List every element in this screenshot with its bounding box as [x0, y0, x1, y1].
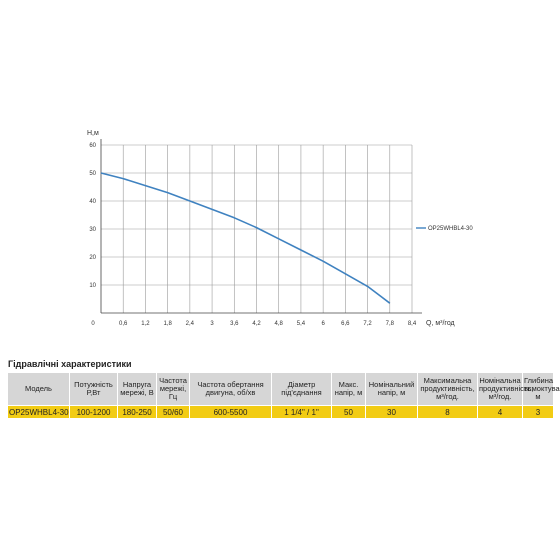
- y-tick-label: 30: [89, 227, 96, 233]
- y-tick-label: 50: [89, 171, 96, 177]
- table-cell: 600-5500: [189, 405, 272, 419]
- pump-curve-chart: 0,6 1,2 1,8 2,4 3 3,6 4,2 4,8 5,4 6 6,6 7,2 7,8 8,4 1…: [87, 130, 473, 327]
- table-header-cell: Модель: [7, 372, 70, 406]
- table-header-cell: Глибина всмоктування, м: [522, 372, 560, 406]
- table-cell: OP25WHBL4-30: [7, 405, 70, 419]
- table-body: OP25WHBL4-30 100-1200 180-250 50/60 600-5500…: [7, 405, 554, 419]
- chart-axes: [100, 139, 422, 314]
- x-tick-label: 7,8: [386, 321, 395, 327]
- table-cell: 100-1200: [69, 405, 118, 419]
- x-tick-label: 6: [321, 321, 325, 327]
- table-header-cell: Частота обертання двигуна, об/хв: [189, 372, 272, 406]
- y-tick-labels: 10 20 30 40 50 60: [89, 143, 96, 289]
- legend: OP25WHBL4-30: [416, 226, 473, 232]
- x-tick-label: 0,6: [119, 321, 128, 327]
- y-tick-label: 60: [89, 143, 96, 149]
- x-tick-label: 4,2: [252, 321, 261, 327]
- x-tick-label: 1,2: [141, 321, 150, 327]
- y-tick-label: 20: [89, 255, 96, 261]
- x-tick-label: 1,8: [163, 321, 172, 327]
- table-cell: 180-250: [117, 405, 157, 419]
- x-tick-labels: 0,6 1,2 1,8 2,4 3 3,6 4,2 4,8 5,4 6 6,6 7,2 7,8 8,4: [119, 321, 417, 327]
- x-tick-label: 8,4: [408, 321, 417, 327]
- x-tick-label: 2,4: [186, 321, 195, 327]
- table-cell: 1 1/4" / 1": [271, 405, 332, 419]
- table-header-cell: Номінальний напір, м: [365, 372, 418, 406]
- legend-entry: OP25WHBL4-30: [428, 226, 473, 232]
- origin-tick-label: 0: [91, 321, 95, 327]
- series-line: [100, 172, 391, 304]
- table-cell: 8: [417, 405, 478, 419]
- x-tick-label: 3,6: [230, 321, 239, 327]
- x-tick-label: 7,2: [363, 321, 372, 327]
- y-tick-label: 10: [89, 283, 96, 289]
- x-tick-label: 3: [210, 321, 214, 327]
- table-header-cell: Частота мережі, Гц: [156, 372, 190, 406]
- table-header-cell: Максимальна продуктивність, м³/год.: [417, 372, 478, 406]
- table-cell: 4: [477, 405, 523, 419]
- table-cell: 50/60: [156, 405, 190, 419]
- table-cell: 3: [522, 405, 554, 419]
- table-row: OP25WHBL4-30 100-1200 180-250 50/60 600-5500…: [7, 405, 554, 419]
- table-cell: 30: [365, 405, 418, 419]
- y-tick-label: 40: [89, 199, 96, 205]
- table-header-cell: Номінальна продуктивність, м³/год.: [477, 372, 533, 406]
- x-tick-label: 5,4: [297, 321, 306, 327]
- table-cell: 50: [331, 405, 366, 419]
- chart-grid: [101, 144, 413, 313]
- specs-table: Модель Потужність Р,Вт Напруга мережі, В Ча…: [7, 372, 560, 419]
- table-header-cell: Напруга мережі, В: [117, 372, 157, 406]
- table-title: Гідравлічні характеристики: [8, 359, 132, 369]
- table-header-row: Модель Потужність Р,Вт Напруга мережі, В Ча…: [7, 372, 560, 406]
- series-layer: [100, 172, 391, 304]
- y-axis-label: H,м: [87, 130, 99, 137]
- x-tick-label: 4,8: [275, 321, 284, 327]
- x-tick-label: 6,6: [341, 321, 350, 327]
- table-header-cell: Потужність Р,Вт: [69, 372, 118, 406]
- table-header-cell: Діаметр під'єднання: [271, 372, 332, 406]
- table-header-cell: Макс. напір, м: [331, 372, 366, 406]
- x-axis-label: Q, м³/год: [426, 320, 455, 327]
